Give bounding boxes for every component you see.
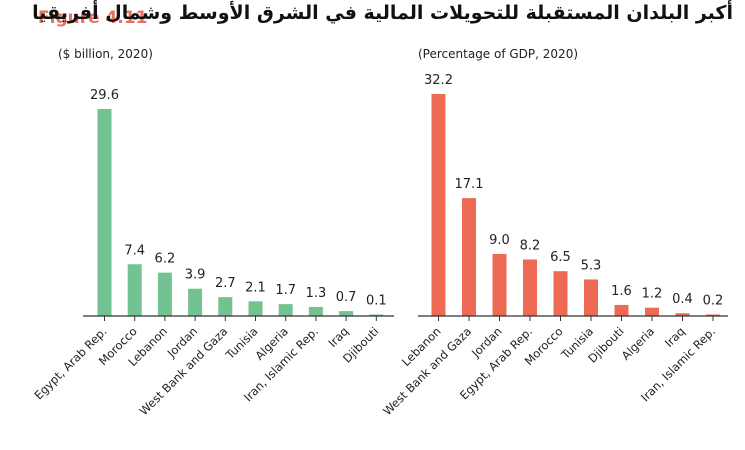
right-value-label-djibouti: 1.6 — [611, 284, 632, 299]
right-value-label-egypt-arab-rep: 8.2 — [520, 238, 541, 253]
right-bar-iraq — [675, 313, 690, 316]
right-chart-panel: (Percentage of GDP, 2020) 32.2Lebanon17.… — [380, 47, 728, 418]
right-value-label-lebanon: 32.2 — [424, 73, 453, 88]
left-category-label-egypt-arab-rep: Egypt, Arab Rep. — [31, 324, 109, 402]
left-value-label-iraq: 0.7 — [336, 290, 357, 305]
right-value-label-iran-islamic-rep: 0.2 — [703, 294, 724, 309]
left-bar-djibouti — [369, 314, 384, 316]
right-category-label-algeria: Algeria — [619, 324, 657, 362]
left-category-label-iraq: Iraq — [325, 324, 351, 350]
left-bar-iran-islamic-rep — [308, 306, 323, 316]
left-value-label-algeria: 1.7 — [275, 283, 296, 298]
figure-title: أكبر البلدان المستقبلة للتحويلات المالية… — [32, 2, 733, 24]
right-bar-lebanon — [431, 94, 446, 316]
left-value-label-tunisia: 2.1 — [245, 280, 266, 295]
left-value-label-morocco: 7.4 — [124, 243, 145, 258]
left-value-label-iran-islamic-rep: 1.3 — [306, 286, 327, 301]
left-value-label-west-bank-and-gaza: 2.7 — [215, 276, 236, 291]
right-bar-jordan — [492, 253, 507, 316]
left-bar-egypt-arab-rep — [97, 109, 112, 316]
right-bar-iran-islamic-rep — [706, 314, 720, 316]
right-unit-label: (Percentage of GDP, 2020) — [418, 47, 578, 61]
left-value-label-egypt-arab-rep: 29.6 — [90, 88, 119, 103]
right-bar-djibouti — [614, 304, 629, 316]
right-value-label-morocco: 6.5 — [550, 250, 571, 265]
right-value-label-algeria: 1.2 — [642, 287, 663, 302]
left-value-label-jordan: 3.9 — [185, 268, 206, 283]
right-value-label-west-bank-and-gaza: 17.1 — [455, 177, 484, 192]
left-bar-west-bank-and-gaza — [218, 297, 233, 316]
right-category-label-iraq: Iraq — [662, 324, 688, 350]
right-bar-egypt-arab-rep — [523, 259, 537, 316]
right-value-label-iraq: 0.4 — [672, 292, 693, 307]
left-bar-iraq — [339, 311, 354, 316]
left-bar-jordan — [188, 288, 203, 316]
right-value-label-tunisia: 5.3 — [581, 258, 602, 273]
figure-header: Figure 4.11 أكبر البلدان المستقبلة للتحو… — [0, 0, 745, 40]
left-chart-panel: ($ billion, 2020) 29.6 Egypt, Arab Rep. 7.… — [31, 47, 394, 418]
left-bar-morocco — [127, 264, 142, 316]
left-bar-lebanon — [157, 272, 172, 316]
right-bar-west-bank-and-gaza — [462, 198, 476, 316]
right-bar-morocco — [553, 271, 568, 316]
left-unit-label: ($ billion, 2020) — [58, 47, 153, 61]
right-bar-algeria — [645, 307, 659, 316]
left-category-label-tunisia: Tunisia — [222, 324, 260, 362]
right-value-label-jordan: 9.0 — [489, 233, 510, 248]
left-bar-algeria — [278, 304, 293, 316]
right-bar-tunisia — [584, 279, 598, 316]
left-value-label-djibouti: 0.1 — [366, 294, 387, 309]
left-bar-tunisia — [248, 301, 263, 316]
figure-label: Figure 4.11 — [38, 8, 148, 28]
left-value-label-lebanon: 6.2 — [155, 252, 176, 267]
